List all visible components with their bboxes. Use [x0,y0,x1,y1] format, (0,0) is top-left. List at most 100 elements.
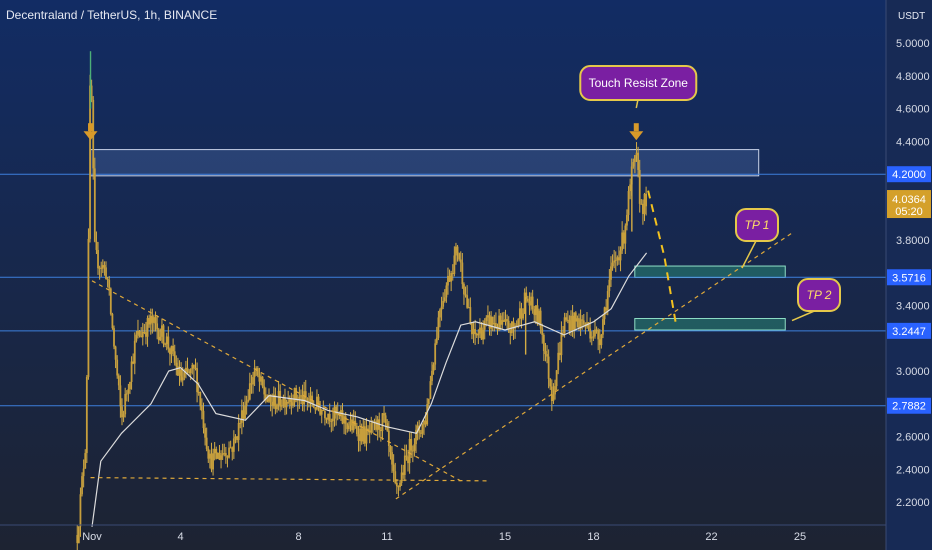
zone-callout[interactable]: TP 1 [735,208,779,269]
candle-body [79,494,82,527]
candle-body [431,370,433,382]
candle-body [188,371,191,374]
candle-body [434,343,437,365]
candle-body [389,445,392,453]
candle-body [295,388,298,400]
candle-body [483,321,486,330]
candle-body [349,419,352,426]
candle-body [205,437,208,449]
candle-body [510,321,513,334]
candle-body [101,265,104,269]
candle-body [600,334,603,346]
candle-body [568,320,571,331]
candle-body [85,376,88,454]
candle-body [471,322,473,335]
current-price-box [887,190,931,219]
candle-body [381,413,384,432]
zone-rect[interactable] [634,318,786,331]
trendline[interactable] [91,280,462,482]
callout-box [735,208,779,242]
y-tick-label: 3.0000 [896,366,930,378]
candle-body [306,397,309,401]
candle-body [637,152,640,170]
candle-body [480,327,483,340]
candle-body [124,393,127,415]
annotations-layer: Touch Resist Zone TP 1 TP 2 [83,65,841,326]
candle-body [522,313,524,319]
price-level-label: 3.2447 [892,326,926,338]
candle-body [439,309,441,318]
candle-body [189,368,192,374]
candle-body [458,253,461,260]
candle-body [268,394,270,402]
candle-body [632,162,635,167]
candle-body [113,328,115,347]
candle-body [347,425,350,430]
down-arrow-icon [629,123,644,141]
candle-body [194,367,197,369]
candle-body [423,420,425,425]
candle-body [135,334,138,341]
candle-body [312,404,315,408]
zone-callout[interactable]: TP 2 [791,278,841,322]
candle-body [467,307,470,309]
candle-body [525,292,528,299]
candle-body [590,337,593,339]
candle-body [424,420,427,425]
candle-body [421,424,424,434]
y-unit-label: USDT [898,11,925,22]
zone-callout[interactable]: Touch Resist Zone [579,65,698,109]
candle-body [76,535,79,543]
candle-body [145,332,147,337]
candle-body [589,328,592,339]
trendlines-layer [90,231,795,500]
candle-body [263,386,266,395]
candle-body [245,401,248,406]
zone-rect[interactable] [90,149,760,177]
candle-body [594,329,596,337]
candle-body [533,309,536,316]
zone-rect[interactable] [634,265,786,279]
candle-body [100,267,103,269]
candle-body [130,361,133,382]
trendline[interactable] [90,477,491,482]
candle-body [565,317,568,320]
candle-body [266,399,269,402]
candle-body [253,370,256,378]
candle-body [542,334,545,352]
candle-body [621,232,624,251]
candle-body [578,318,580,329]
moving-average-layer [91,252,648,527]
projection-path[interactable] [647,190,678,326]
y-tick-label: 2.6000 [896,432,930,444]
moving-average-line[interactable] [91,252,648,527]
candle-body [403,455,406,475]
candle-body [469,307,472,323]
candle-body [151,315,154,323]
current-price-label: 4.0364 [892,194,926,206]
candle-body [346,423,349,430]
candle-body [200,406,203,411]
chart-title: Decentraland / TetherUS, 1h, BINANCE [6,8,217,22]
candle-body [146,318,149,337]
candle-body [506,319,508,321]
candle-body [459,259,462,263]
candle-body [487,315,489,318]
candle-body [89,85,91,239]
candle-body [202,410,205,429]
candle-body [635,152,638,156]
candle-body [341,410,344,424]
candle-body [498,315,500,330]
candle-body [284,397,286,408]
candle-body [362,426,365,442]
candle-body [170,345,173,355]
candle-body [287,401,290,403]
candle-body [605,307,608,311]
candle-body [592,336,595,338]
candle-body [523,292,526,314]
candle-body [394,471,397,483]
candle-body [280,405,283,407]
candle-body [413,444,416,451]
